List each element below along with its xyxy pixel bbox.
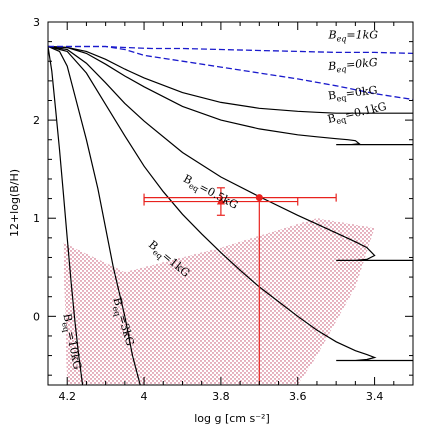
curve-label-subscript: eq bbox=[111, 305, 122, 317]
curve-label-6: Beq=1kG bbox=[327, 29, 378, 44]
y-axis-title: 12+log(B/H) bbox=[8, 169, 21, 237]
curve-label-subscript: eq bbox=[335, 115, 347, 126]
series-line-7 bbox=[48, 45, 413, 101]
data-point-triangle bbox=[216, 197, 225, 205]
x-tick-label: 3.6 bbox=[289, 390, 307, 403]
series-line-1 bbox=[48, 45, 413, 146]
x-tick-label: 4 bbox=[141, 390, 148, 403]
shaded-region bbox=[63, 218, 375, 385]
x-axis-title: log g [cm s⁻²] bbox=[194, 412, 270, 425]
y-tick-label: 2 bbox=[33, 114, 40, 127]
y-tick-label: 1 bbox=[33, 212, 40, 225]
x-tick-label: 4.2 bbox=[58, 390, 76, 403]
series-line-0 bbox=[48, 45, 413, 114]
curve-label-b: B bbox=[327, 89, 337, 103]
plot-frame bbox=[47, 21, 414, 386]
series-line-2 bbox=[48, 45, 413, 261]
curve-label-b: B bbox=[327, 29, 336, 42]
curve-label-subscript: eq bbox=[60, 322, 71, 333]
curve-label-7: Beq=0kG bbox=[327, 56, 379, 75]
y-tick-label: 0 bbox=[33, 310, 40, 323]
curve-labels: Beq=0kGBeq=0.1kGBeq=0.5kGBeq=1kGBeq=3kGB… bbox=[60, 29, 388, 371]
y-tick-label: 3 bbox=[33, 16, 40, 29]
x-tick-label: 3.4 bbox=[366, 390, 384, 403]
curve-label-subscript: eq bbox=[187, 181, 200, 194]
series-line-5 bbox=[48, 46, 84, 385]
x-tick-label: 3.8 bbox=[212, 390, 230, 403]
curve-label-value: =0kG bbox=[345, 84, 378, 101]
curve-label-subscript: eq bbox=[336, 93, 347, 103]
series-line-4 bbox=[48, 45, 141, 385]
curve-label-b: B bbox=[110, 296, 125, 307]
curve-label-subscript: eq bbox=[337, 35, 347, 44]
curve-label-b: B bbox=[60, 312, 74, 322]
plot-area bbox=[48, 45, 413, 385]
curve-label-value: =1kG bbox=[346, 29, 378, 42]
curve-label-subscript: eq bbox=[336, 65, 347, 75]
axes: 4.2 4 3.8 3.6 3.4 3 2 1 0 bbox=[33, 16, 414, 403]
curve-label-b: B bbox=[326, 111, 337, 125]
curve-label-value: =0kG bbox=[345, 56, 378, 72]
curve-label-0: Beq=0kG bbox=[327, 84, 378, 105]
curve-label-b: B bbox=[327, 59, 337, 73]
data-point-circle bbox=[255, 194, 263, 202]
